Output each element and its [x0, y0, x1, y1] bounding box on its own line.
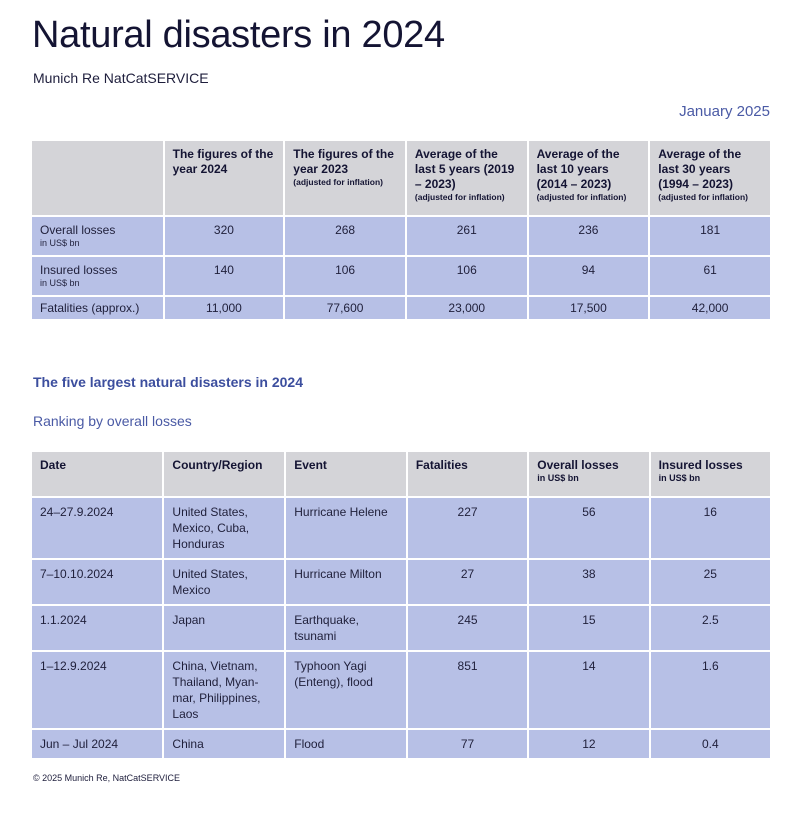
table-row: Jun – Jul 2024 China Flood 77 12 0.4 — [32, 730, 770, 758]
summary-header: Average of the last 5 years (2019 – 2023… — [406, 141, 527, 215]
row-label: Fatalities (approx.) — [32, 297, 163, 319]
column-header: Country/Region — [164, 452, 285, 496]
column-header: Overall losses in US$ bn — [529, 452, 649, 496]
cell-event: Typhoon Yagi (Enteng), flood — [286, 652, 406, 728]
page-title: Natural disasters in 2024 — [32, 14, 445, 56]
cell: 106 — [406, 257, 527, 295]
largest-disasters-table: Date Country/Region Event Fatalities Ove… — [30, 450, 772, 760]
cell-fatalities: 245 — [407, 606, 528, 650]
table-row: 7–10.10.2024 United States, Mexico Hurri… — [32, 560, 770, 604]
cell: 181 — [650, 217, 770, 255]
cell-date: 7–10.10.2024 — [32, 560, 163, 604]
summary-header: The figures of the year 2023 (adjusted fo… — [285, 141, 405, 215]
cell-insured-losses: 25 — [650, 560, 770, 604]
cell-date: 24–27.9.2024 — [32, 498, 163, 558]
cell-overall-losses: 12 — [529, 730, 649, 758]
row-label: Overall losses in US$ bn — [32, 217, 163, 255]
cell: 236 — [528, 217, 649, 255]
summary-header: Average of the last 10 years (2014 – 202… — [528, 141, 649, 215]
cell-event: Hurricane Milton — [286, 560, 406, 604]
cell: 94 — [528, 257, 649, 295]
cell-insured-losses: 1.6 — [650, 652, 770, 728]
largest-header-row: Date Country/Region Event Fatalities Ove… — [32, 452, 770, 496]
cell-overall-losses: 14 — [529, 652, 649, 728]
cell: 23,000 — [406, 297, 527, 319]
row-label: Insured losses in US$ bn — [32, 257, 163, 295]
cell-country: China — [164, 730, 285, 758]
summary-row-overall-losses: Overall losses in US$ bn 320 268 261 236 … — [32, 217, 770, 255]
cell: 77,600 — [285, 297, 405, 319]
cell: 140 — [164, 257, 284, 295]
summary-row-fatalities: Fatalities (approx.) 11,000 77,600 23,00… — [32, 297, 770, 319]
cell-insured-losses: 0.4 — [650, 730, 770, 758]
column-header: Fatalities — [407, 452, 528, 496]
summary-header-row: The figures of the year 2024 The figures… — [32, 141, 770, 215]
cell-insured-losses: 16 — [650, 498, 770, 558]
section-title: The five largest natural disasters in 20… — [33, 374, 304, 390]
table-row: 24–27.9.2024 United States, Mexico, Cuba… — [32, 498, 770, 558]
cell: 61 — [650, 257, 770, 295]
cell-fatalities: 77 — [407, 730, 528, 758]
ranking-label: Ranking by overall losses — [33, 413, 192, 429]
column-header: Insured losses in US$ bn — [650, 452, 770, 496]
cell: 11,000 — [164, 297, 284, 319]
summary-header: Average of the last 30 years (1994 – 202… — [650, 141, 770, 215]
cell-country: China, Vietnam, Thailand, Myan-mar, Phil… — [164, 652, 285, 728]
cell: 17,500 — [528, 297, 649, 319]
cell-event: Hurricane Helene — [286, 498, 406, 558]
summary-header: The figures of the year 2024 — [164, 141, 284, 215]
cell: 261 — [406, 217, 527, 255]
cell-country: United States, Mexico, Cuba, Honduras — [164, 498, 285, 558]
cell-fatalities: 851 — [407, 652, 528, 728]
cell-overall-losses: 38 — [529, 560, 649, 604]
table-row: 1.1.2024 Japan Earthquake, tsunami 245 1… — [32, 606, 770, 650]
cell-date: 1.1.2024 — [32, 606, 163, 650]
copyright-footer: © 2025 Munich Re, NatCatSERVICE — [33, 773, 181, 783]
report-date: January 2025 — [679, 103, 770, 120]
cell-date: Jun – Jul 2024 — [32, 730, 163, 758]
cell-overall-losses: 56 — [529, 498, 649, 558]
cell: 106 — [285, 257, 405, 295]
summary-table: The figures of the year 2024 The figures… — [30, 139, 772, 321]
cell-event: Flood — [286, 730, 406, 758]
cell: 268 — [285, 217, 405, 255]
cell-country: Japan — [164, 606, 285, 650]
cell-overall-losses: 15 — [529, 606, 649, 650]
summary-header-blank — [32, 141, 163, 215]
cell-insured-losses: 2.5 — [650, 606, 770, 650]
summary-row-insured-losses: Insured losses in US$ bn 140 106 106 94 6… — [32, 257, 770, 295]
cell: 320 — [164, 217, 284, 255]
cell-country: United States, Mexico — [164, 560, 285, 604]
column-header: Event — [286, 452, 406, 496]
cell: 42,000 — [650, 297, 770, 319]
table-row: 1–12.9.2024 China, Vietnam, Thailand, My… — [32, 652, 770, 728]
page-subtitle: Munich Re NatCatSERVICE — [33, 70, 209, 86]
cell-fatalities: 27 — [407, 560, 528, 604]
column-header: Date — [32, 452, 163, 496]
cell-event: Earthquake, tsunami — [286, 606, 406, 650]
cell-fatalities: 227 — [407, 498, 528, 558]
cell-date: 1–12.9.2024 — [32, 652, 163, 728]
